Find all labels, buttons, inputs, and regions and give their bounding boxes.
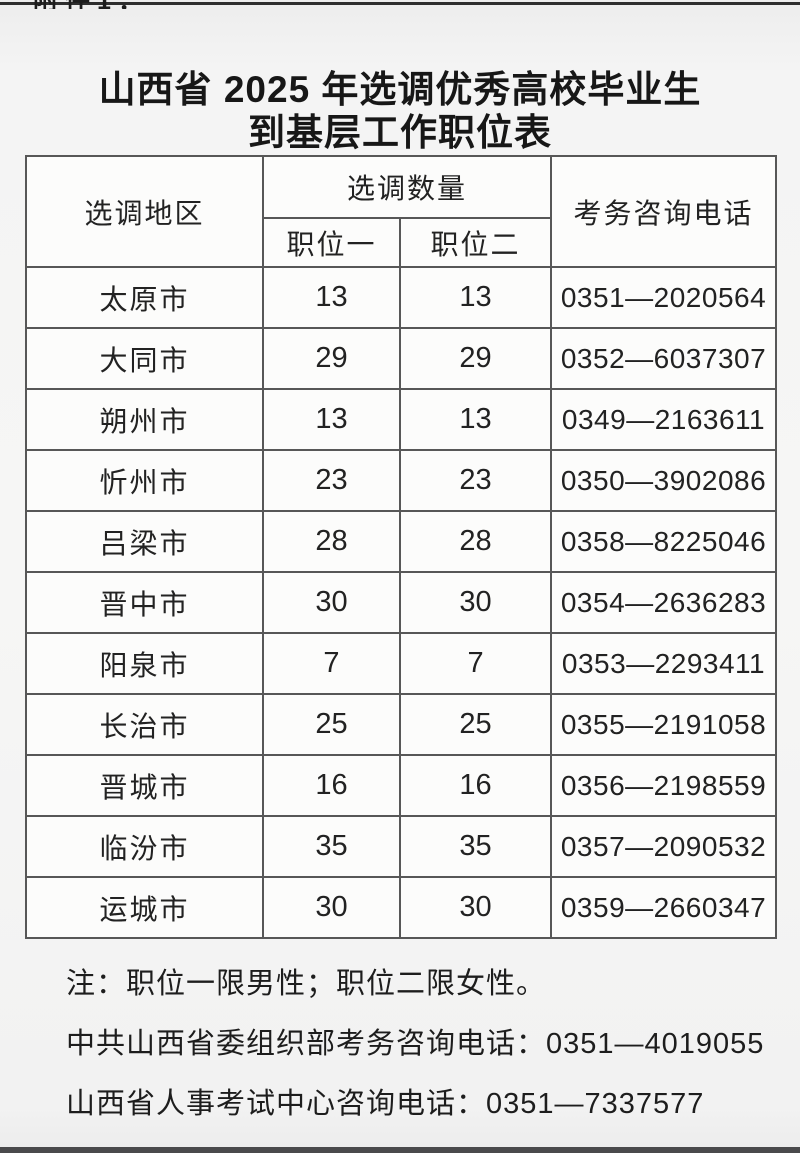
table-row: 长治市 25 25 0355—2191058	[25, 693, 778, 756]
note-gender-restriction: 注：职位一限男性；职位二限女性。	[66, 968, 547, 1000]
position-two-cell: 35	[398, 815, 553, 878]
position-two-cell: 29	[398, 327, 553, 390]
table-row: 晋城市 16 16 0356—2198559	[25, 754, 778, 817]
header-quantity-group: 选调数量	[261, 155, 553, 219]
table-row: 太原市 13 13 0351—2020564	[25, 266, 778, 329]
phone-cell: 0359—2660347	[550, 876, 778, 939]
top-page-rule	[0, 2, 800, 5]
region-cell: 大同市	[25, 327, 264, 390]
table-header-row-top: 选调地区 选调数量 考务咨询电话	[25, 155, 778, 268]
phone-cell: 0355—2191058	[550, 693, 778, 756]
position-one-cell: 28	[262, 510, 401, 573]
region-cell: 晋城市	[25, 754, 264, 817]
table-row: 大同市 29 29 0352—6037307	[25, 327, 778, 390]
position-two-cell: 30	[398, 876, 553, 939]
region-cell: 晋中市	[25, 571, 264, 634]
region-cell: 忻州市	[25, 449, 264, 512]
table-row: 晋中市 30 30 0354—2636283	[25, 571, 778, 634]
phone-cell: 0358—8225046	[550, 510, 778, 573]
page-title: 山西省 2025 年选调优秀高校毕业生 到基层工作职位表	[0, 68, 800, 154]
region-cell: 阳泉市	[25, 632, 264, 695]
position-two-cell: 30	[398, 571, 553, 634]
position-two-cell: 25	[398, 693, 553, 756]
position-one-cell: 7	[262, 632, 401, 695]
table-row: 阳泉市 7 7 0353—2293411	[25, 632, 778, 695]
position-two-cell: 13	[398, 266, 553, 329]
position-one-cell: 13	[262, 266, 401, 329]
bottom-crop-bar	[0, 1147, 800, 1153]
phone-cell: 0357—2090532	[550, 815, 778, 878]
table-row: 朔州市 13 13 0349—2163611	[25, 388, 778, 451]
position-one-cell: 13	[262, 388, 401, 451]
header-region: 选调地区	[25, 155, 264, 268]
position-one-cell: 30	[262, 571, 401, 634]
position-two-cell: 13	[398, 388, 553, 451]
table-header-row-sub: 职位一 职位二	[26, 217, 776, 268]
phone-cell: 0351—2020564	[550, 266, 778, 329]
header-position-two: 职位二	[398, 217, 553, 268]
position-two-cell: 28	[398, 510, 553, 573]
phone-cell: 0356—2198559	[550, 754, 778, 817]
page-title-line1: 山西省 2025 年选调优秀高校毕业生	[98, 69, 702, 110]
phone-cell: 0352—6037307	[550, 327, 778, 390]
note-personnel-center-phone: 山西省人事考试中心咨询电话：0351—7337577	[66, 1088, 705, 1120]
position-two-cell: 23	[398, 449, 553, 512]
position-one-cell: 25	[262, 693, 401, 756]
position-one-cell: 35	[262, 815, 401, 878]
cropped-attachment-label: 附件1：	[33, 0, 163, 9]
header-phone: 考务咨询电话	[550, 155, 778, 268]
phone-cell: 0353—2293411	[550, 632, 778, 695]
region-cell: 朔州市	[25, 388, 264, 451]
phone-cell: 0349—2163611	[550, 388, 778, 451]
table-row: 临汾市 35 35 0357—2090532	[25, 815, 778, 878]
table-row: 忻州市 23 23 0350—3902086	[25, 449, 778, 512]
header-position-one: 职位一	[262, 217, 401, 268]
phone-cell: 0350—3902086	[550, 449, 778, 512]
position-table: 选调地区 选调数量 考务咨询电话 职位一 职位二 太原市 13 13 0351—…	[25, 155, 778, 939]
position-one-cell: 29	[262, 327, 401, 390]
region-cell: 长治市	[25, 693, 264, 756]
region-cell: 临汾市	[25, 815, 264, 878]
table-row: 运城市 30 30 0359—2660347	[25, 876, 778, 939]
position-one-cell: 16	[262, 754, 401, 817]
position-one-cell: 30	[262, 876, 401, 939]
region-cell: 太原市	[25, 266, 264, 329]
note-org-dept-phone: 中共山西省委组织部考务咨询电话：0351—4019055	[66, 1028, 765, 1060]
page-title-line2: 到基层工作职位表	[248, 112, 552, 153]
position-two-cell: 16	[398, 754, 553, 817]
region-cell: 运城市	[25, 876, 264, 939]
table-row: 吕梁市 28 28 0358—8225046	[25, 510, 778, 573]
position-two-cell: 7	[398, 632, 553, 695]
phone-cell: 0354—2636283	[550, 571, 778, 634]
region-cell: 吕梁市	[25, 510, 264, 573]
cropped-attachment-label-text: 附件1：	[33, 0, 150, 9]
position-one-cell: 23	[262, 449, 401, 512]
